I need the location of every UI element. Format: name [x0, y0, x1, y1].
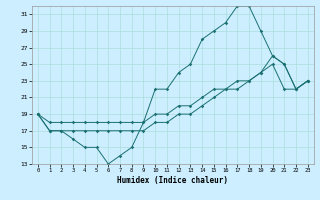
- X-axis label: Humidex (Indice chaleur): Humidex (Indice chaleur): [117, 176, 228, 185]
